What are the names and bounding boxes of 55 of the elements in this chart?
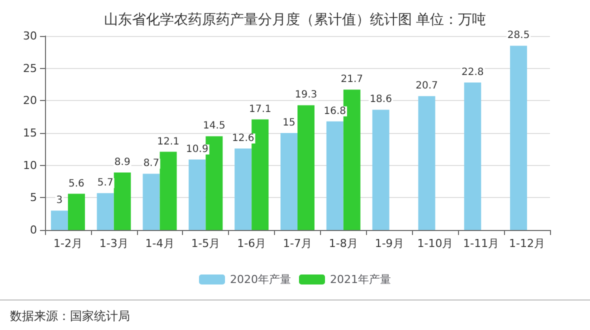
x-tick-label: 1-10月 xyxy=(417,237,454,250)
data-label: 3 xyxy=(56,195,63,206)
legend-label: 2021年产量 xyxy=(330,273,391,286)
bar xyxy=(188,160,206,230)
y-tick-label: 25 xyxy=(23,62,37,75)
data-label: 12.1 xyxy=(157,136,180,148)
y-tick-label: 20 xyxy=(23,94,37,108)
x-tick-label: 1-11月 xyxy=(463,237,500,250)
y-tick-label: 0 xyxy=(30,224,37,236)
data-label: 14.5 xyxy=(203,120,226,132)
x-tick-label: 1-8月 xyxy=(328,237,358,250)
x-tick-label: 1-3月 xyxy=(99,237,128,250)
y-tick-label: 15 xyxy=(23,126,37,140)
data-label: 8.9 xyxy=(114,156,130,168)
bar xyxy=(510,46,528,230)
bar xyxy=(464,82,482,230)
x-tick-label: 1-9月 xyxy=(374,237,404,250)
bar xyxy=(114,172,131,230)
bar xyxy=(96,193,114,230)
bar xyxy=(298,105,314,230)
bar xyxy=(142,174,160,230)
x-tick-label: 1-6月 xyxy=(237,237,266,250)
data-label: 22.8 xyxy=(462,67,484,78)
bar xyxy=(68,194,85,230)
bar xyxy=(160,152,177,230)
y-tick-label: 30 xyxy=(23,30,37,42)
source-note: 数据来源：国家统计局 xyxy=(10,309,130,323)
data-label: 28.5 xyxy=(507,30,530,42)
x-tick-label: 1-7月 xyxy=(283,237,312,250)
data-label: 5.7 xyxy=(97,178,114,189)
x-tick-label: 1-2月 xyxy=(53,237,82,250)
bar xyxy=(50,210,68,230)
y-tick-label: 10 xyxy=(23,158,37,172)
data-label: 8.7 xyxy=(143,158,160,170)
data-label: 21.7 xyxy=(340,74,364,86)
x-tick-label: 1-12月 xyxy=(509,237,546,250)
data-label: 18.6 xyxy=(370,94,392,106)
legend-label: 2020年产量 xyxy=(230,273,292,286)
data-label: 19.3 xyxy=(294,90,318,101)
bar xyxy=(418,96,436,230)
bar xyxy=(280,133,298,230)
data-label: 5.6 xyxy=(68,178,84,190)
data-label: 17.1 xyxy=(248,104,272,115)
bar xyxy=(372,110,390,230)
bar xyxy=(326,121,344,230)
data-label: 10.9 xyxy=(186,144,208,156)
bar xyxy=(234,148,252,230)
x-tick-label: 1-5月 xyxy=(191,237,220,250)
data-label: 16.8 xyxy=(324,106,346,117)
chart-title: 山东省化学农药原药产量分月度（累计值）统计图 单位：万吨 xyxy=(104,12,486,28)
y-tick-label: 5 xyxy=(30,191,37,204)
data-label: 15 xyxy=(282,118,296,128)
x-tick-label: 1-4月 xyxy=(145,237,174,250)
data-label: 20.7 xyxy=(416,80,438,92)
data-label: 12.6 xyxy=(232,133,254,144)
